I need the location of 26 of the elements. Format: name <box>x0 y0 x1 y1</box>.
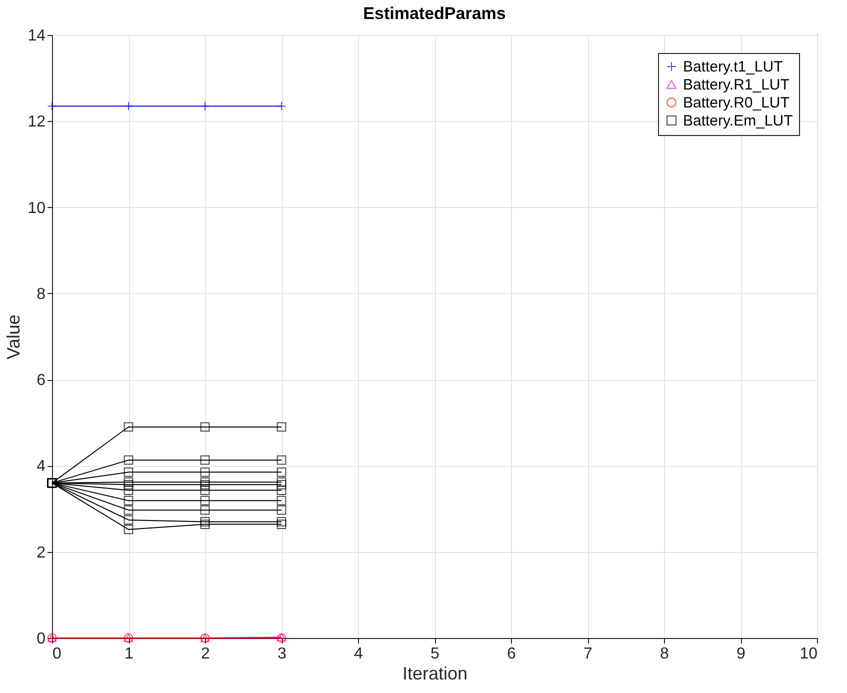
y-tick-label: 8 <box>36 286 46 303</box>
y-tick-label: 4 <box>36 458 46 476</box>
legend-label: Battery.Em_LUT <box>683 112 793 130</box>
y-tick-label: 0 <box>36 630 46 648</box>
x-axis-title: Iteration <box>402 664 468 684</box>
x-tick-label: 3 <box>278 646 287 662</box>
y-tick-label: 6 <box>36 372 46 390</box>
x-tick-label: 0 <box>52 646 62 662</box>
legend-label: Battery.t1_LUT <box>683 58 783 76</box>
x-tick-label: 9 <box>736 646 746 662</box>
chart-title: EstimatedParams <box>363 4 506 23</box>
y-axis-title: Value <box>4 314 24 360</box>
x-tick-label: 8 <box>660 646 670 662</box>
x-tick-label: 10 <box>800 646 818 662</box>
legend-label: Battery.R1_LUT <box>683 76 790 94</box>
y-tick-label: 12 <box>28 114 46 131</box>
y-tick-label: 2 <box>36 544 46 562</box>
legend-label: Battery.R0_LUT <box>683 94 790 112</box>
x-tick-label: 6 <box>507 646 516 662</box>
x-tick-label: 5 <box>430 646 440 662</box>
x-tick-label: 4 <box>354 646 364 662</box>
x-tick-label: 7 <box>584 646 593 662</box>
y-tick-label: 14 <box>28 28 46 44</box>
x-tick-label: 1 <box>124 646 134 662</box>
x-tick-label: 2 <box>201 646 210 662</box>
y-tick-label: 10 <box>28 200 46 217</box>
